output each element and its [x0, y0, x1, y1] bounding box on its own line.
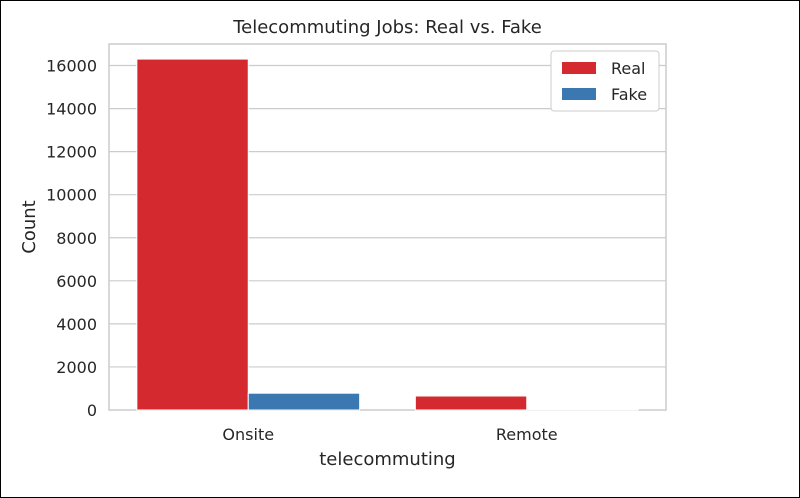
y-tick-label: 0 — [87, 401, 97, 420]
y-tick-label: 2000 — [56, 358, 97, 377]
y-axis-label: Count — [19, 200, 40, 253]
y-tick-label: 4000 — [56, 315, 97, 334]
bar-real-remote — [414, 395, 528, 411]
y-tick-label: 12000 — [46, 143, 97, 162]
bar-real-onsite — [136, 58, 249, 411]
bars — [136, 58, 639, 411]
x-tick-labels: Onsite Remote — [222, 425, 557, 444]
y-tick-label: 8000 — [56, 229, 97, 248]
chart-title: Telecommuting Jobs: Real vs. Fake — [232, 17, 542, 38]
x-axis-label: telecommuting — [319, 449, 456, 470]
legend-label-fake: Fake — [611, 85, 647, 104]
legend: Real Fake — [550, 50, 660, 112]
x-tick-label: Remote — [496, 425, 558, 444]
y-tick-label: 10000 — [46, 186, 97, 205]
y-tick-labels: 0 2000 4000 6000 8000 10000 12000 14000 16000 — [46, 57, 97, 420]
y-tick-label: 14000 — [46, 100, 97, 119]
legend-swatch-real — [562, 62, 596, 74]
y-tick-label: 6000 — [56, 272, 97, 291]
y-tick-label: 16000 — [46, 57, 97, 76]
bar-fake-onsite — [247, 392, 361, 411]
legend-label-real: Real — [611, 59, 646, 78]
legend-swatch-fake — [562, 88, 596, 100]
x-tick-label: Onsite — [222, 425, 274, 444]
